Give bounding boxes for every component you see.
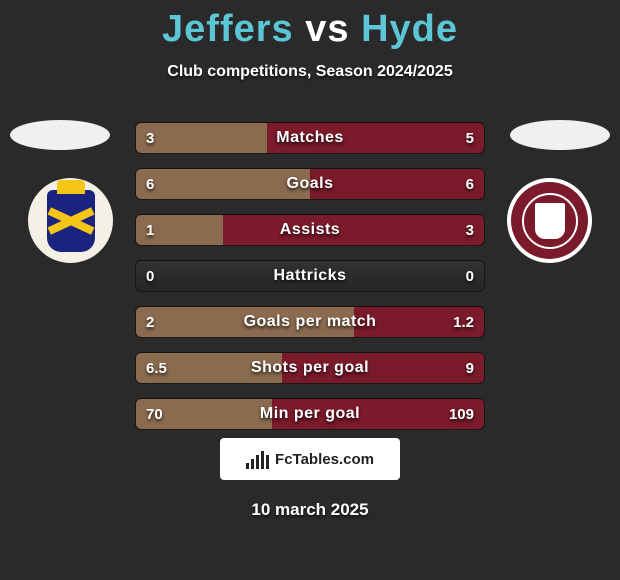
- stat-label: Assists: [136, 215, 484, 245]
- stat-label: Shots per goal: [136, 353, 484, 383]
- club-crest-left-icon: [28, 178, 113, 263]
- comparison-title: Jeffers vs Hyde: [0, 0, 620, 51]
- stat-label: Goals per match: [136, 307, 484, 337]
- stat-row: 21.2Goals per match: [135, 306, 485, 338]
- fctables-logo: FcTables.com: [220, 438, 400, 480]
- player2-name: Hyde: [361, 8, 458, 50]
- stat-row: 35Matches: [135, 122, 485, 154]
- flag-left-icon: [10, 120, 110, 150]
- vs-text: vs: [305, 8, 349, 50]
- stat-label: Hattricks: [136, 261, 484, 291]
- stat-row: 13Assists: [135, 214, 485, 246]
- stat-row: 00Hattricks: [135, 260, 485, 292]
- subtitle: Club competitions, Season 2024/2025: [0, 63, 620, 81]
- stat-row: 70109Min per goal: [135, 398, 485, 430]
- stat-row: 66Goals: [135, 168, 485, 200]
- stat-label: Min per goal: [136, 399, 484, 429]
- bars-icon: [246, 449, 269, 469]
- club-crest-right-icon: [507, 178, 592, 263]
- logo-text: FcTables.com: [275, 451, 374, 468]
- player1-name: Jeffers: [162, 8, 294, 50]
- flag-right-icon: [510, 120, 610, 150]
- date-text: 10 march 2025: [0, 500, 620, 520]
- stat-row: 6.59Shots per goal: [135, 352, 485, 384]
- stat-label: Matches: [136, 123, 484, 153]
- stats-bars: 35Matches 66Goals 13Assists 00Hattricks 21.2…: [135, 122, 485, 444]
- stat-label: Goals: [136, 169, 484, 199]
